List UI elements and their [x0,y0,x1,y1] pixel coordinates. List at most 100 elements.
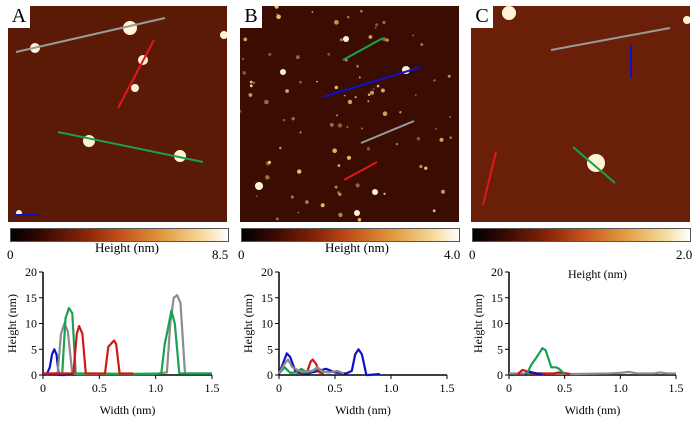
chart-a: 0 5 10 15 20 0 0.5 1.0 1.5 Width (nm) Height (nm) [5,265,220,417]
profile-line-red [117,39,155,109]
y-axis-label: Height (nm) [471,294,485,353]
y-tick-label: 20 [491,265,503,279]
x-tick-label: 1.0 [613,381,628,395]
series-line [517,368,571,376]
panel-label-b: B [240,4,262,28]
colorbar-b-title: Height (nm) [325,240,389,255]
particles-b [240,6,452,222]
particle [346,126,349,129]
particle [376,84,380,88]
chart-b: 0 5 10 15 20 0 0.5 1.0 1.5 Width (nm) Height (nm) [241,265,455,417]
particle [416,137,421,141]
particle [252,81,256,85]
particle [375,23,379,27]
x-tick-label: 0 [506,381,512,395]
particle [311,11,314,13]
particle [338,192,342,197]
particle [358,76,361,79]
y-tick-label: 5 [267,342,273,356]
particle [276,13,278,15]
chart-c: 0 5 10 15 20 0 0.5 1.0 1.5 Width (nm) Height (nm) H… [471,265,684,417]
x-tick-label: 0.5 [557,381,572,395]
particle [267,160,272,165]
afm-image-b [240,6,459,222]
particle [360,9,363,13]
x-tick-label: 0 [40,381,46,395]
colorbar-b-max: 4.0 [444,247,461,262]
particle [285,89,289,93]
y-tick-label: 0 [267,368,273,382]
particles-c [502,6,690,172]
profile-line-gray [550,27,671,51]
particle [268,52,272,56]
y-tick-label: 20 [261,265,273,279]
profile-line-green [57,131,204,163]
particle [297,169,302,174]
particle [356,64,359,68]
particle [256,195,258,198]
particle [249,84,253,88]
particle [439,137,444,142]
series-line [61,307,212,376]
particle [343,94,346,97]
particle [337,191,340,195]
particle [412,34,415,37]
particle [357,218,362,222]
particle [276,14,281,20]
particle [419,164,423,169]
y-tick-label: 15 [25,291,37,305]
particle [347,16,350,19]
particle [382,111,388,116]
x-tick-label: 0.5 [92,381,107,395]
particle [299,80,302,84]
particle [327,52,331,56]
chart-title: Height (nm) [568,267,627,281]
profile-line-red [482,151,497,206]
series-line [45,348,66,377]
particle [347,99,353,105]
particle [367,100,370,103]
particle [334,19,339,25]
y-tick-label: 10 [25,317,37,331]
particle [380,88,385,93]
particle [449,116,451,118]
x-tick-label: 1.5 [205,381,220,395]
particle [449,136,452,139]
particle [295,55,300,60]
particle [299,131,302,134]
particle [360,127,363,130]
colorbar-c-max: 2.0 [676,247,693,262]
particle [414,94,417,96]
series-line [525,347,566,375]
x-tick-label: 1.5 [440,381,455,395]
particle [434,127,437,130]
particle [355,183,360,188]
y-tick-label: 10 [491,317,503,331]
particle [339,38,343,42]
colorbar-c [472,228,691,242]
colorbar-a-max: 8.5 [212,247,229,262]
x-tick-label: 1.0 [384,381,399,395]
particle [274,6,279,9]
y-tick-label: 5 [31,342,37,356]
profile-line-green [572,146,616,184]
y-tick-label: 0 [31,368,37,382]
y-tick-label: 20 [25,265,37,279]
particle [346,155,352,160]
y-tick-label: 5 [497,342,503,356]
particle [420,43,424,46]
profile-line-gray [360,120,415,144]
particle [338,212,343,218]
particle [432,209,436,213]
particle [368,35,373,39]
colorbar-b-min: 0 [238,247,245,262]
particle [332,148,337,154]
particle [316,80,318,83]
y-tick-label: 10 [261,317,273,331]
particle [385,38,389,42]
x-tick-label: 0 [276,381,282,395]
colorbar-b [241,228,460,242]
particle [372,88,375,90]
particle [279,146,282,150]
particle [241,58,244,60]
